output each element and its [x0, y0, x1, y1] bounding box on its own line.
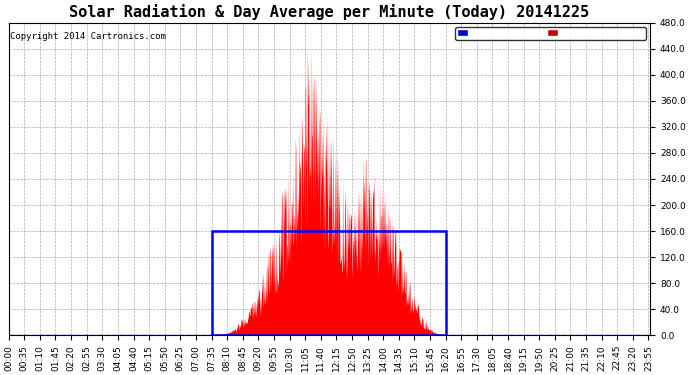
Text: Copyright 2014 Cartronics.com: Copyright 2014 Cartronics.com: [10, 32, 166, 41]
Title: Solar Radiation & Day Average per Minute (Today) 20141225: Solar Radiation & Day Average per Minute…: [70, 4, 589, 20]
Bar: [212, 231, 446, 335]
Legend: Median (W/m2), Radiation (W/m2): Median (W/m2), Radiation (W/m2): [455, 27, 646, 40]
